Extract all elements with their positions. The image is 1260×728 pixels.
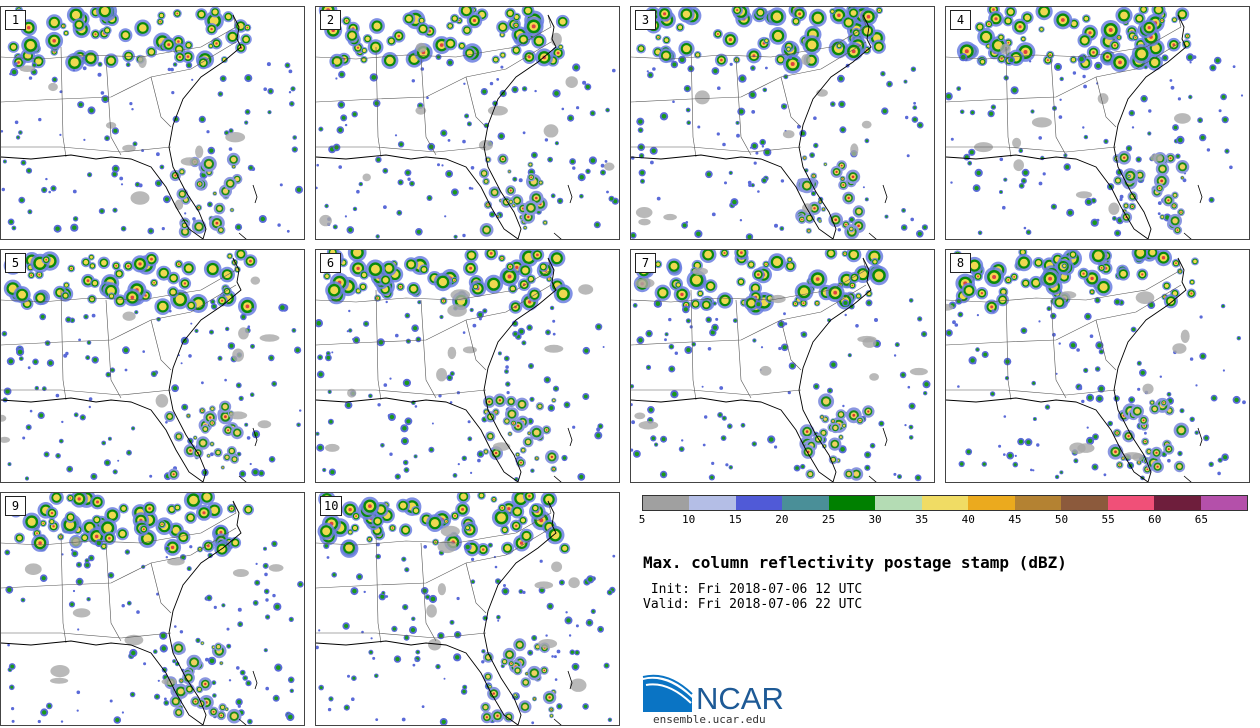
colorbar-tick-label: 5	[638, 513, 646, 526]
reflectivity-colorbar	[642, 495, 1248, 511]
reflectivity-map	[316, 7, 619, 239]
colorbar-tick-label: 55	[1101, 513, 1115, 526]
ensemble-member-panel: 9	[0, 492, 305, 726]
reflectivity-map	[1, 7, 303, 239]
ensemble-member-panel: 2	[315, 6, 620, 240]
ensemble-member-panel: 1	[0, 6, 305, 240]
ensemble-member-panel: 6	[315, 249, 620, 483]
colorbar-tick-label: 30	[868, 513, 882, 526]
colorbar-segment	[1014, 496, 1062, 510]
reflectivity-map	[631, 7, 928, 239]
colorbar-tick-label: 45	[1008, 513, 1022, 526]
panel-number-label: 1	[5, 10, 26, 30]
reflectivity-map	[1, 493, 304, 725]
ensemble-member-panel: 4	[945, 6, 1250, 240]
colorbar-segment	[1061, 496, 1108, 510]
panel-number-label: 9	[5, 496, 26, 516]
colorbar-segment	[1154, 496, 1201, 510]
reflectivity-map	[631, 250, 931, 482]
site-url[interactable]: ensemble.ucar.edu	[653, 713, 766, 726]
reflectivity-map	[946, 250, 1246, 482]
panel-number-label: 5	[5, 253, 26, 273]
colorbar-segment	[1107, 496, 1155, 510]
ensemble-member-panel: 8	[945, 249, 1250, 483]
colorbar-segment	[968, 496, 1015, 510]
ensemble-member-panel: 10	[315, 492, 620, 726]
panel-number-label: 4	[950, 10, 971, 30]
reflectivity-map	[316, 250, 605, 482]
ncar-logo-icon	[642, 674, 693, 712]
colorbar-segment	[643, 496, 690, 510]
colorbar-tick-label: 65	[1194, 513, 1208, 526]
chart-title: Max. column reflectivity postage stamp (…	[643, 553, 1067, 572]
colorbar-tick-label: 35	[915, 513, 929, 526]
colorbar-segment	[782, 496, 829, 510]
colorbar-tick-label: 25	[821, 513, 836, 526]
colorbar-segment	[689, 496, 736, 510]
colorbar-tick-label: 40	[961, 513, 975, 526]
panel-number-label: 2	[320, 10, 341, 30]
init-time: Init: Fri 2018-07-06 12 UTC	[643, 582, 863, 597]
reflectivity-map	[1, 250, 302, 482]
colorbar-tick-label: 50	[1054, 513, 1069, 526]
reflectivity-map	[946, 7, 1244, 239]
colorbar-tick-label: 15	[728, 513, 742, 526]
colorbar-tick-label: 60	[1148, 513, 1162, 526]
colorbar-segment	[735, 496, 783, 510]
colorbar-segment	[921, 496, 969, 510]
colorbar-tick-label: 10	[681, 513, 696, 526]
colorbar-segment	[875, 496, 922, 510]
ncar-logo-text: NCAR	[696, 681, 784, 716]
colorbar-segment	[1200, 496, 1248, 510]
panel-number-label: 7	[635, 253, 656, 273]
reflectivity-map	[316, 493, 616, 725]
panel-number-label: 6	[320, 253, 341, 273]
colorbar-ticks: 5 10 15 20 25 30 35 40 45 50 55 60 65	[638, 513, 1248, 529]
panel-number-label: 3	[635, 10, 656, 30]
colorbar-tick-label: 20	[775, 513, 789, 526]
valid-time: Valid: Fri 2018-07-06 22 UTC	[643, 597, 863, 612]
colorbar-segment	[828, 496, 876, 510]
ensemble-member-panel: 3	[630, 6, 935, 240]
ensemble-member-panel: 7	[630, 249, 935, 483]
ensemble-member-panel: 5	[0, 249, 305, 483]
panel-number-label: 8	[950, 253, 971, 273]
panel-number-label: 10	[320, 496, 343, 516]
